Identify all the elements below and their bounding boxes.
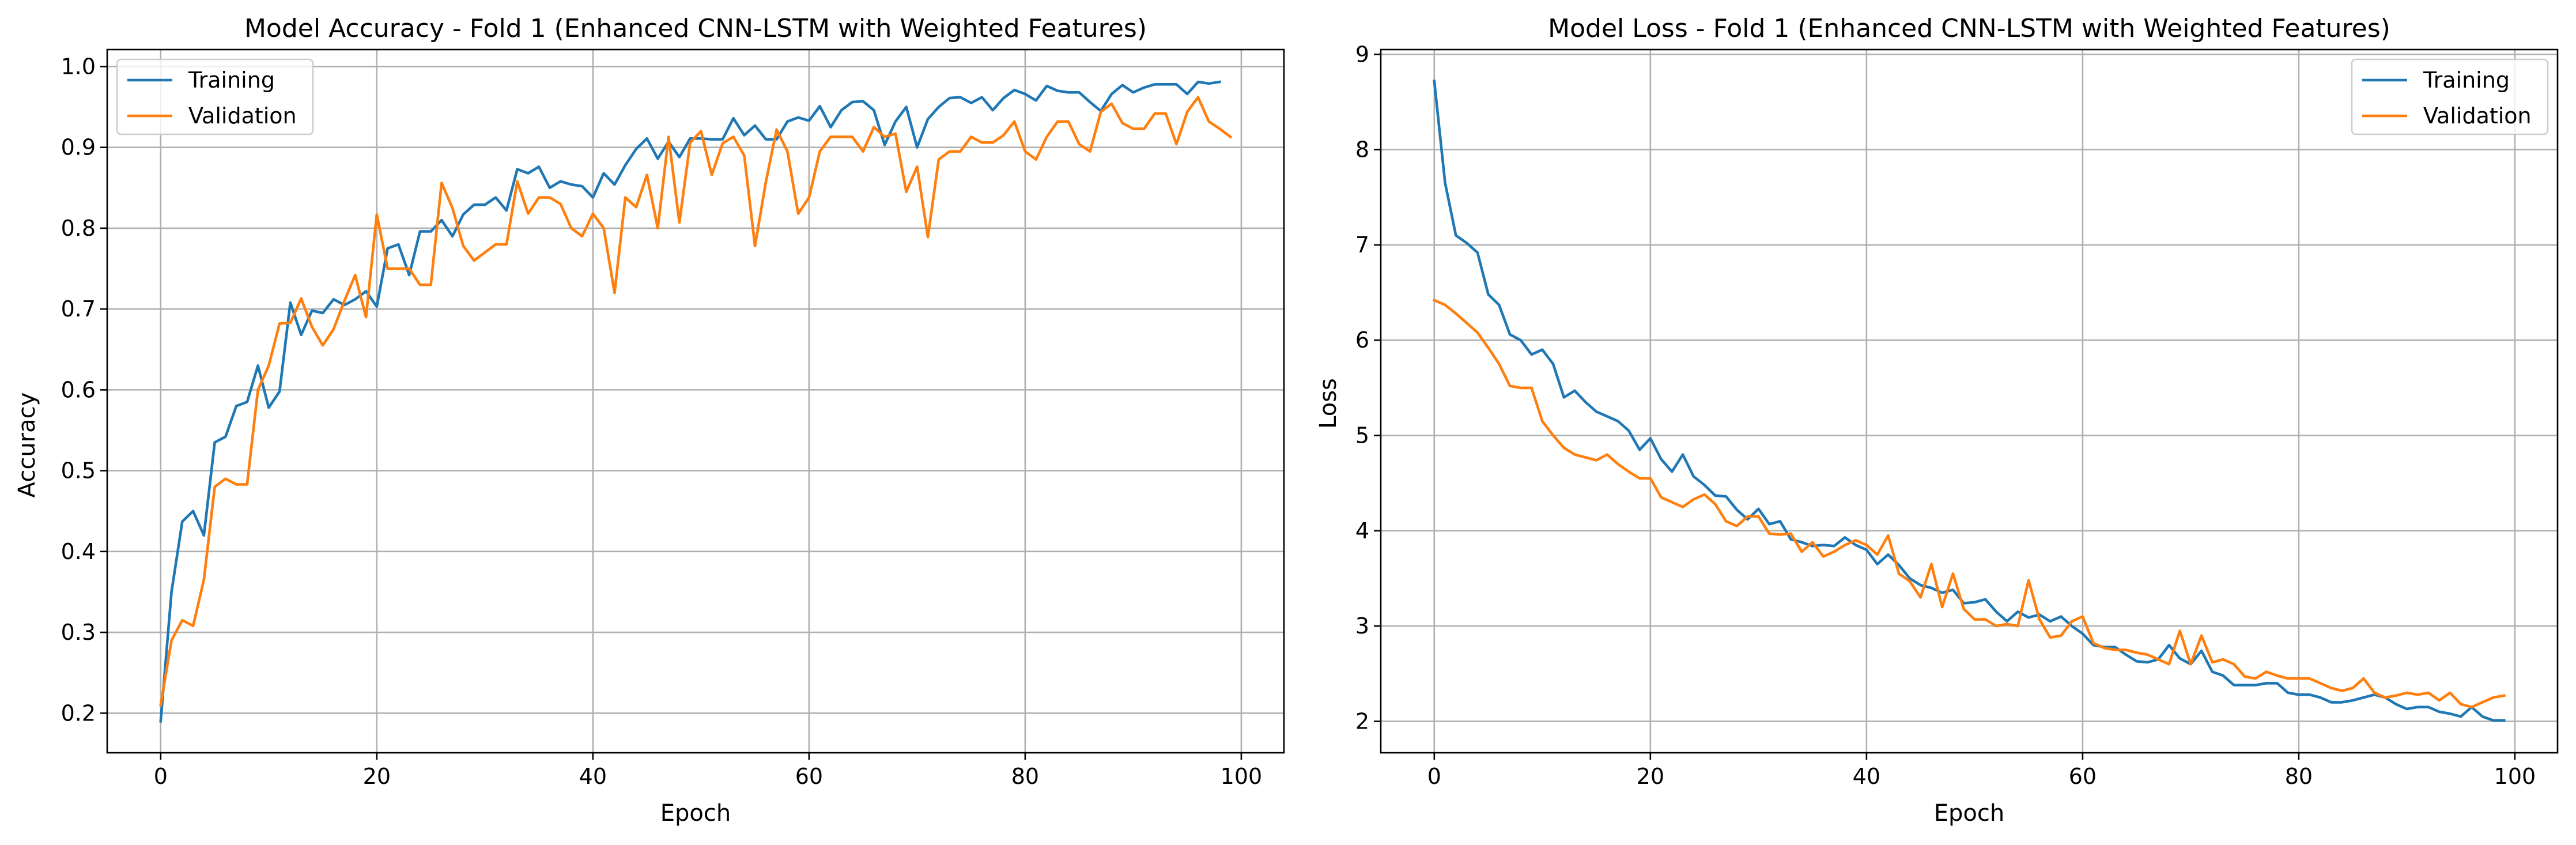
accuracy-chart-title: Model Accuracy - Fold 1 (Enhanced CNN-LS… xyxy=(244,14,1147,43)
loss-x-tick-label: 20 xyxy=(1637,764,1664,789)
accuracy-y-tick-label: 0.9 xyxy=(61,135,96,160)
loss-chart-title: Model Loss - Fold 1 (Enhanced CNN-LSTM w… xyxy=(1548,14,2390,43)
loss-legend: Training Validation xyxy=(2351,58,2549,135)
loss-y-tick-label: 2 xyxy=(1355,708,1369,734)
accuracy-x-tick-label: 0 xyxy=(154,764,168,789)
accuracy-x-axis-label: Epoch xyxy=(660,800,731,827)
accuracy-y-tick-label: 0.8 xyxy=(61,216,96,241)
accuracy-y-tick-label: 0.3 xyxy=(61,620,96,645)
accuracy-ticks: 0 20 40 60 80 100 0.2 0.3 0.4 0.5 0.6 0.7 0.8 0.9 1.0 xyxy=(61,54,1263,789)
loss-x-tick-label: 100 xyxy=(2494,764,2536,789)
loss-legend-label-validation: Validation xyxy=(2423,103,2532,129)
accuracy-grid xyxy=(107,50,1284,753)
accuracy-y-axis-label: Accuracy xyxy=(14,393,40,498)
accuracy-y-tick-label: 0.5 xyxy=(61,458,96,484)
loss-ticks: 0 20 40 60 80 100 2 3 4 5 6 7 8 9 xyxy=(1355,42,2536,789)
accuracy-y-tick-label: 0.4 xyxy=(61,539,96,564)
loss-series-validation-line xyxy=(1432,298,2506,708)
loss-series xyxy=(1432,80,2506,722)
accuracy-series xyxy=(159,80,1233,723)
accuracy-series-training-line xyxy=(159,80,1222,723)
accuracy-legend-label-training: Training xyxy=(188,67,275,93)
accuracy-x-tick-label: 40 xyxy=(579,764,607,789)
accuracy-plot-frame xyxy=(106,48,1285,754)
accuracy-legend-label-validation: Validation xyxy=(188,103,297,129)
loss-y-tick-label: 6 xyxy=(1355,327,1369,353)
loss-y-tick-label: 5 xyxy=(1355,423,1369,448)
accuracy-chart: Model Accuracy - Fold 1 (Enhanced CNN-LS… xyxy=(14,14,1285,827)
loss-grid xyxy=(1381,50,2558,753)
loss-y-axis-label: Loss xyxy=(1315,378,1342,429)
loss-y-tick-label: 8 xyxy=(1355,137,1369,163)
loss-x-axis-label: Epoch xyxy=(1934,800,2004,827)
accuracy-y-tick-label: 0.6 xyxy=(61,377,96,402)
accuracy-x-tick-label: 80 xyxy=(1011,764,1039,789)
loss-y-tick-label: 3 xyxy=(1355,613,1369,639)
accuracy-y-tick-label: 1.0 xyxy=(61,54,96,79)
accuracy-x-tick-label: 100 xyxy=(1221,764,1263,789)
loss-y-tick-label: 9 xyxy=(1355,42,1369,67)
loss-y-tick-label: 4 xyxy=(1355,518,1369,544)
loss-x-tick-label: 40 xyxy=(1853,764,1880,789)
loss-plot-frame xyxy=(1380,48,2559,754)
loss-chart: Model Loss - Fold 1 (Enhanced CNN-LSTM w… xyxy=(1315,14,2559,827)
loss-x-tick-label: 60 xyxy=(2069,764,2097,789)
accuracy-x-tick-label: 20 xyxy=(363,764,391,789)
accuracy-y-tick-label: 0.2 xyxy=(61,700,96,726)
accuracy-series-validation-line xyxy=(159,96,1233,707)
accuracy-legend: Training Validation xyxy=(116,58,314,135)
loss-legend-label-training: Training xyxy=(2423,67,2510,93)
loss-series-training-line xyxy=(1433,80,2506,722)
loss-x-tick-label: 0 xyxy=(1427,764,1441,789)
loss-x-tick-label: 80 xyxy=(2285,764,2313,789)
accuracy-x-tick-label: 60 xyxy=(795,764,823,789)
accuracy-y-tick-label: 0.7 xyxy=(61,296,96,322)
loss-y-tick-label: 7 xyxy=(1355,232,1369,258)
